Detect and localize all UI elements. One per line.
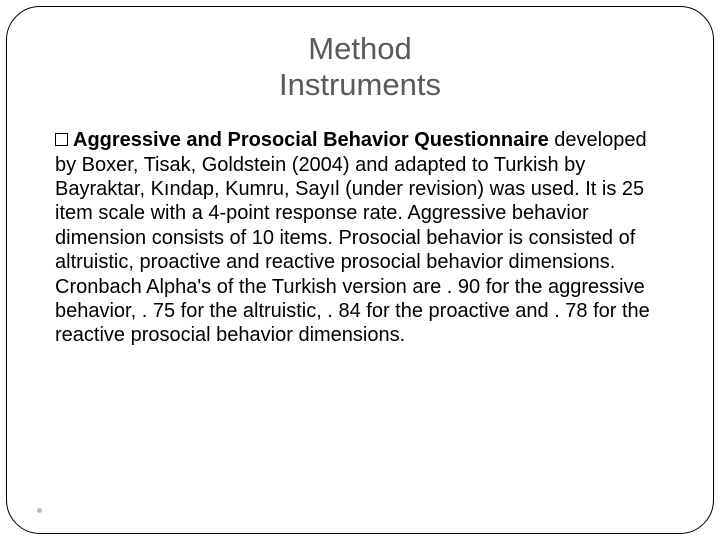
- slide-frame: Method Instruments Aggressive and Prosoc…: [6, 6, 714, 534]
- body-block: Aggressive and Prosocial Behavior Questi…: [47, 128, 673, 348]
- body-paragraph: Aggressive and Prosocial Behavior Questi…: [55, 128, 665, 348]
- bullet-square-icon: [55, 133, 68, 146]
- questionnaire-title: Aggressive and Prosocial Behavior Questi…: [73, 129, 549, 151]
- body-text-content: developed by Boxer, Tisak, Goldstein (20…: [55, 129, 650, 346]
- page-indicator-dot: [37, 508, 42, 513]
- slide-title-block: Method Instruments: [47, 31, 673, 102]
- title-line-2: Instruments: [47, 67, 673, 103]
- title-line-1: Method: [47, 31, 673, 67]
